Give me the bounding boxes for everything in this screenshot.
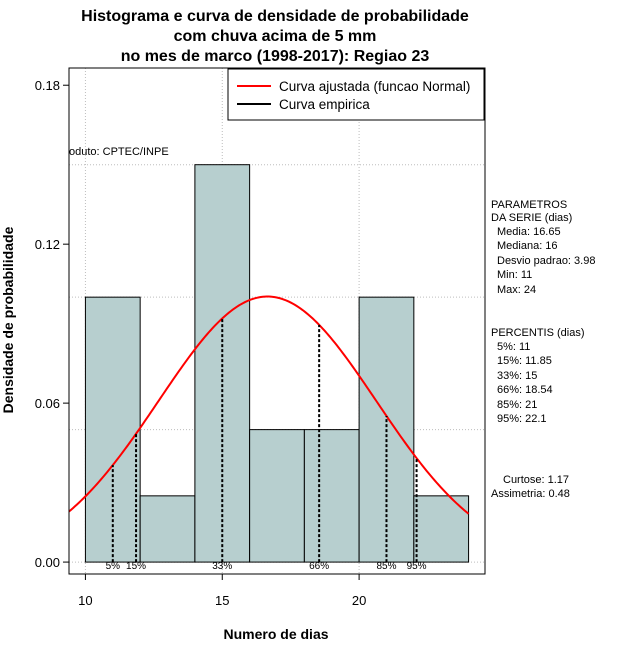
bars-layer — [84, 164, 470, 563]
percentile-layer: 5% 15% 33% 66% 85% 95% — [106, 318, 427, 572]
histogram-bar-3 — [249, 429, 305, 563]
params-heading-line-2: DA SERIE (dias) — [491, 212, 572, 224]
histogram-bar-1 — [139, 495, 196, 563]
plot-frame — [68, 67, 486, 575]
param-max: Max: 24 — [497, 284, 536, 296]
percentil-15: 15%: 11.85 — [497, 355, 552, 367]
side-panel: PARAMETROS DA SERIE (dias) Media: 16.65 … — [491, 199, 595, 500]
chart-title-line-3: no mes de marco (1998-2017): Regiao 23 — [121, 48, 430, 65]
percentil-33: 33%: 15 — [497, 370, 537, 382]
percentil-95: 95%: 22.1 — [497, 413, 547, 425]
chart-title-line-1: Histograma e curva de densidade de proba… — [81, 8, 469, 25]
percentile-label-1: 15% — [126, 561, 146, 572]
legend-label-empirical: Curva empirica — [279, 97, 370, 112]
legend-box — [227, 68, 485, 121]
stat-curtose: Curtose: 1.17 — [503, 474, 569, 486]
param-media: Media: 16.65 — [497, 226, 561, 238]
percentis-heading: PERCENTIS (dias) — [491, 327, 585, 339]
percentile-label-0: 5% — [106, 561, 121, 572]
percentile-label-3: 66% — [309, 561, 329, 572]
y-tick-label-1: 0.06 — [35, 396, 60, 411]
y-tick-label-2: 0.12 — [35, 237, 60, 252]
percentile-label-5: 95% — [407, 561, 427, 572]
legend-label-fit: Curva ajustada (funcao Normal) — [279, 79, 470, 94]
y-axis-title: Densidade de probabilidade — [0, 226, 16, 413]
stat-assimetria: Assimetria: 0.48 — [491, 488, 570, 500]
y-tick-label-3: 0.18 — [35, 78, 60, 93]
param-min: Min: 11 — [497, 269, 532, 281]
histogram-bar-4 — [303, 429, 360, 563]
percentil-85: 85%: 21 — [497, 399, 537, 411]
histogram-bar-0 — [84, 296, 141, 563]
x-axis-title: Numero de dias — [223, 626, 328, 642]
percentil-66: 66%: 18.54 — [497, 384, 553, 396]
chart-title-line-2: com chuva acima de 5 mm — [174, 28, 377, 45]
param-desvio: Desvio padrao: 3.98 — [497, 255, 595, 267]
x-tick-label-2: 20 — [352, 593, 366, 608]
percentile-label-2: 33% — [212, 561, 232, 572]
x-tick-label-1: 15 — [215, 593, 229, 608]
histogram-bar-2 — [194, 164, 251, 563]
percentile-label-4: 85% — [376, 561, 396, 572]
param-mediana: Mediana: 16 — [497, 240, 558, 252]
params-heading-line-1: PARAMETROS — [491, 199, 567, 211]
x-tick-label-0: 10 — [78, 593, 92, 608]
legend: Curva ajustada (funcao Normal) Curva emp… — [227, 68, 485, 121]
product-annotation: Produto: CPTEC/INPE — [58, 146, 169, 158]
axis-layer: 10 15 20 0.00 0.06 0.12 0.18 — [35, 78, 367, 608]
percentil-5: 5%: 11 — [497, 341, 530, 353]
y-tick-label-0: 0.00 — [35, 555, 60, 570]
